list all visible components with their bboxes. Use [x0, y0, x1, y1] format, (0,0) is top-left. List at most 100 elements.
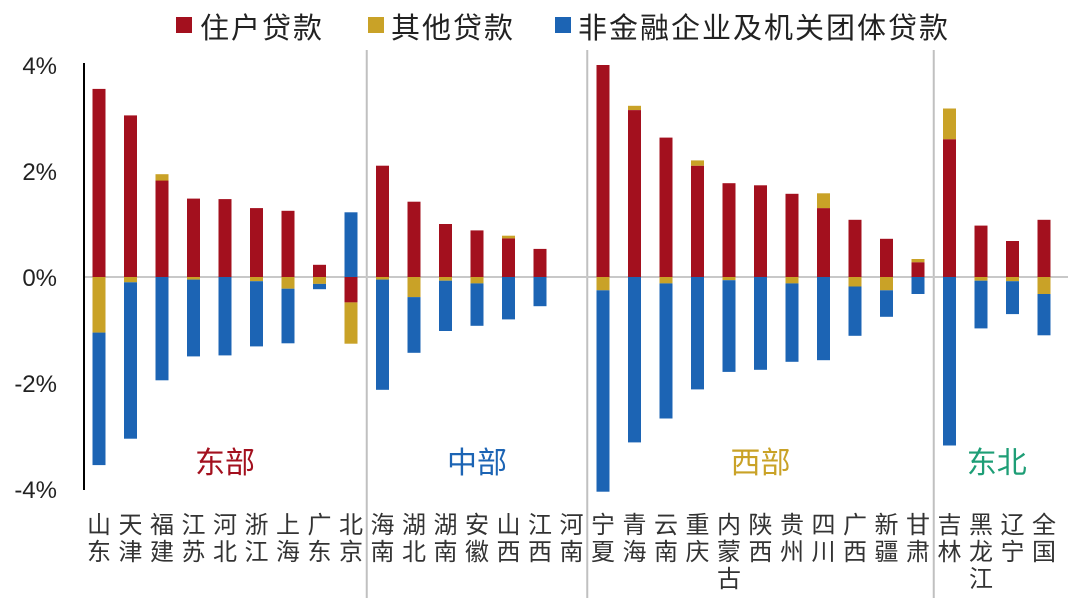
category-label-char: 陕: [749, 511, 773, 539]
category-label: 贵州: [780, 511, 804, 566]
bar-household: [344, 277, 358, 303]
bar-nonfinancial: [92, 332, 106, 466]
bar-household: [817, 208, 830, 277]
category-label-char: 广: [308, 511, 332, 539]
bar-household: [974, 225, 988, 277]
region-label: 东北: [967, 446, 1027, 481]
category-label: 全国: [1032, 511, 1056, 566]
bar-other: [659, 277, 673, 284]
category-label: 湖北: [402, 511, 426, 566]
bar-other: [344, 302, 358, 344]
category-label-char: 西: [749, 538, 773, 566]
category-label-char: 庆: [686, 538, 710, 566]
category-label-char: 四: [812, 511, 836, 539]
region-dividers: [365, 50, 935, 598]
category-label-char: 海: [276, 538, 300, 566]
category-label-char: 山: [87, 511, 111, 539]
category-label-char: 宁: [591, 511, 615, 539]
category-label-char: 北: [213, 538, 237, 566]
category-label-char: 京: [339, 538, 363, 566]
category-label-char: 南: [560, 538, 584, 566]
category-label: 广东: [308, 511, 332, 566]
bar-household: [470, 230, 484, 277]
bar-nonfinancial: [439, 280, 452, 331]
bar-household: [785, 193, 799, 277]
category-label-char: 甘: [906, 511, 930, 539]
bars: [92, 65, 1051, 492]
bar-household: [155, 180, 169, 277]
category-label-char: 江: [245, 538, 269, 566]
category-label-char: 江: [182, 511, 206, 539]
bar-other: [407, 277, 421, 298]
category-label-char: 重: [686, 511, 710, 539]
bar-nonfinancial: [1006, 281, 1019, 315]
category-label-char: 南: [434, 538, 458, 566]
legend-swatch-household: [176, 17, 192, 33]
category-label-char: 江: [528, 511, 552, 539]
category-label: 安徽: [465, 511, 489, 566]
category-label-char: 肃: [906, 538, 930, 566]
category-label-char: 蒙: [717, 538, 741, 566]
y-tick-label: 4%: [22, 53, 57, 80]
bar-nonfinancial: [754, 277, 767, 370]
category-label-char: 湖: [402, 511, 426, 539]
bar-other: [722, 277, 736, 281]
bar-nonfinancial: [943, 277, 956, 446]
bar-household: [1006, 241, 1019, 277]
category-label-char: 西: [528, 538, 552, 566]
bar-other: [92, 277, 106, 333]
bar-nonfinancial: [691, 277, 704, 390]
category-label-char: 天: [119, 511, 143, 539]
bar-household: [124, 115, 137, 278]
bar-household: [596, 65, 610, 277]
bar-household: [1037, 219, 1051, 277]
category-label-char: 海: [371, 511, 395, 539]
bar-other: [848, 277, 862, 287]
category-label-char: 辽: [1001, 511, 1025, 539]
legend-item-other: 其他贷款: [368, 11, 513, 45]
category-label: 河南: [560, 511, 584, 566]
bar-other: [785, 277, 799, 284]
category-label-char: 林: [938, 538, 962, 566]
category-label: 北京: [339, 511, 363, 566]
category-label-char: 内: [717, 511, 741, 539]
category-label-char: 川: [812, 538, 836, 566]
region-label: 西部: [731, 446, 791, 481]
category-label: 广西: [843, 511, 867, 566]
bar-household: [407, 201, 421, 277]
category-label: 江西: [528, 511, 552, 566]
category-label-char: 龙: [969, 538, 993, 566]
bar-nonfinancial: [880, 290, 893, 317]
category-label-char: 宁: [1001, 538, 1025, 566]
category-label-char: 夏: [591, 538, 615, 566]
category-label: 天津: [119, 511, 143, 566]
bar-nonfinancial: [376, 279, 389, 390]
bar-nonfinancial: [218, 277, 232, 356]
category-label-char: 吉: [938, 511, 962, 539]
bar-nonfinancial: [722, 280, 736, 372]
category-label-char: 东: [308, 538, 332, 566]
bar-other: [880, 277, 893, 291]
bar-household: [187, 198, 200, 277]
category-label: 湖南: [434, 511, 458, 566]
category-label-char: 海: [623, 538, 647, 566]
category-label-char: 国: [1032, 538, 1056, 566]
bar-other: [943, 108, 956, 140]
bar-other: [817, 193, 830, 209]
category-label: 吉林: [938, 511, 962, 566]
category-label: 宁夏: [591, 511, 615, 566]
category-label-char: 黑: [969, 511, 993, 539]
bar-household: [628, 110, 641, 277]
bar-nonfinancial: [596, 290, 610, 492]
category-labels: 山东天津福建江苏河北浙江上海广东北京海南湖北湖南安徽山西江西河南宁夏青海云南重庆…: [87, 511, 1056, 593]
category-label-char: 江: [969, 565, 993, 593]
bar-nonfinancial: [911, 277, 925, 294]
category-label: 新疆: [875, 511, 899, 566]
bar-other: [911, 259, 925, 263]
bar-other: [250, 277, 263, 282]
category-label-char: 古: [717, 565, 741, 593]
bar-nonfinancial: [470, 283, 484, 326]
category-label-char: 东: [87, 538, 111, 566]
bar-other: [124, 277, 137, 283]
bar-nonfinancial: [785, 283, 799, 362]
